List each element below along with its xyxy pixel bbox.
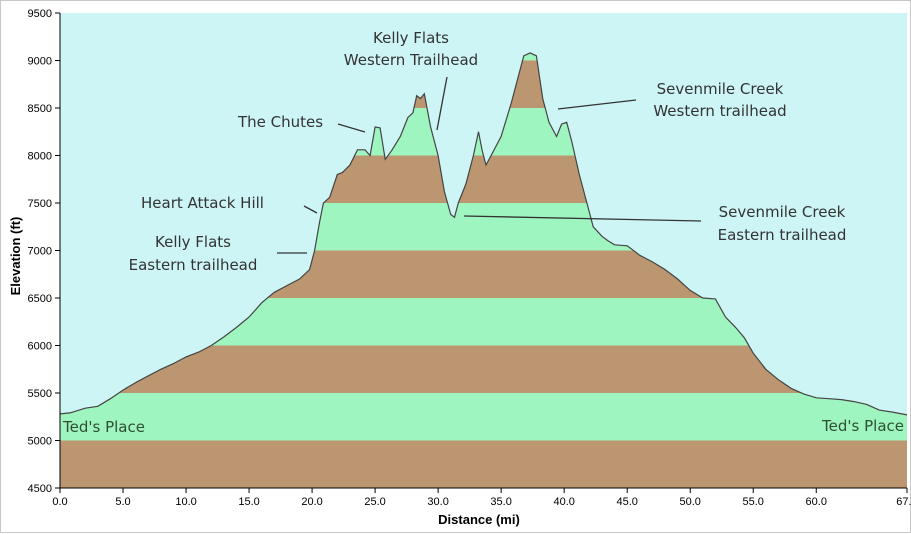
x-tick-label: 30.0 (427, 496, 448, 508)
annotation: Heart Attack Hill (141, 194, 318, 214)
annotation-line: Sevenmile Creek (657, 80, 784, 98)
x-axis-ticks: 0.0 5.0 10.0 15.0 20.0 25.0 30.0 35.0 40.0 45.0 50… (52, 488, 911, 508)
annotation-label: Sevenmile Creek Eastern trailhead (718, 203, 847, 244)
y-tick-label: 6500 (28, 293, 52, 305)
x-tick-label: 60.0 (806, 496, 827, 508)
y-tick-label: 5000 (28, 436, 52, 448)
annotations: Kelly Flats Western Trailhead Sevenmile Cr… (129, 29, 847, 274)
y-axis-title: Elevation (ft) (8, 217, 23, 296)
x-tick-label: 0.0 (52, 496, 67, 508)
x-tick-label: 35.0 (490, 496, 511, 508)
annotation-label: Sevenmile Creek Western trailhead (653, 80, 786, 120)
annotation-line: Western trailhead (653, 102, 786, 120)
profile-outline (59, 52, 908, 416)
y-tick-label: 7000 (28, 246, 52, 258)
annotation-line: Kelly Flats (373, 29, 449, 47)
annotation-line: Eastern trailhead (718, 226, 847, 244)
annotation: Kelly Flats Eastern trailhead (129, 233, 307, 274)
y-tick-label: 9000 (28, 56, 52, 68)
x-tick-label: 45.0 (616, 496, 637, 508)
end-label-left: Ted's Place (62, 418, 145, 436)
annotation-label: Kelly Flats Western Trailhead (344, 29, 478, 69)
y-axis-ticks: 4500 5000 5500 6000 6500 7000 7500 8000 8500 9000… (28, 8, 60, 495)
y-tick-label: 8500 (28, 103, 52, 115)
x-tick-label: 10.0 (175, 496, 196, 508)
x-tick-label: 50.0 (679, 496, 700, 508)
x-tick-label: 15.0 (238, 496, 259, 508)
annotation-leader (436, 76, 448, 131)
annotation-label: Heart Attack Hill (141, 194, 264, 212)
annotation: Sevenmile Creek Eastern trailhead (463, 203, 847, 244)
annotation-leader (463, 215, 702, 222)
y-tick-label: 5500 (28, 388, 52, 400)
x-tick-label: 40.0 (553, 496, 574, 508)
x-axis-title: Distance (mi) (438, 512, 520, 527)
x-tick-label: 25.0 (364, 496, 385, 508)
annotation-line: The Chutes (237, 113, 323, 131)
x-tick-label: 5.0 (115, 496, 130, 508)
y-tick-label: 8000 (28, 151, 52, 163)
y-tick-label: 6000 (28, 341, 52, 353)
y-tick-label: 7500 (28, 198, 52, 210)
annotation-leader (557, 99, 637, 110)
annotation-line: Eastern trailhead (129, 256, 258, 274)
annotation-line: Sevenmile Creek (719, 203, 846, 221)
end-label-right: Ted's Place (821, 417, 904, 435)
x-tick-label: 67.2 (896, 496, 911, 508)
annotation: The Chutes (237, 113, 366, 133)
elevation-band (60, 440, 907, 488)
annotation-leader (337, 123, 366, 133)
y-tick-label: 9500 (28, 8, 52, 20)
annotation-line: Kelly Flats (155, 233, 231, 251)
x-tick-label: 55.0 (743, 496, 764, 508)
annotation-line: Western Trailhead (344, 51, 478, 69)
annotation-leader (303, 205, 318, 214)
annotation-line: Heart Attack Hill (141, 194, 264, 212)
elevation-band (60, 393, 907, 441)
annotation-label: Kelly Flats Eastern trailhead (129, 233, 258, 274)
y-tick-label: 4500 (28, 483, 52, 495)
x-tick-label: 20.0 (301, 496, 322, 508)
annotation: Kelly Flats Western Trailhead (344, 29, 478, 131)
annotation-label: The Chutes (237, 113, 323, 131)
annotation: Sevenmile Creek Western trailhead (557, 80, 787, 120)
